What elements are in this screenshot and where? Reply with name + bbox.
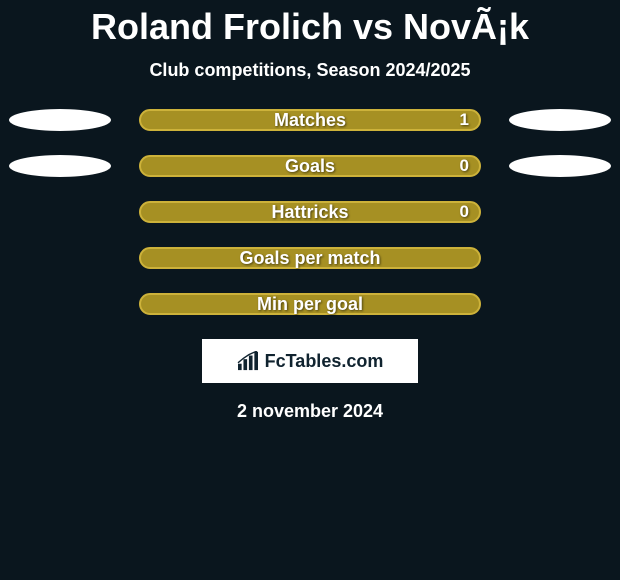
comparison-card: Roland Frolich vs NovÃ¡k Club competitio… bbox=[0, 0, 620, 422]
stat-label: Min per goal bbox=[257, 294, 363, 315]
stat-bar-wrap: Goals 0 bbox=[139, 155, 481, 177]
stat-label: Goals per match bbox=[239, 248, 380, 269]
right-ellipse bbox=[509, 109, 611, 131]
stat-label: Matches bbox=[274, 110, 346, 131]
stat-bar-wrap: Goals per match bbox=[139, 247, 481, 269]
left-ellipse bbox=[9, 155, 111, 177]
bar-chart-icon bbox=[237, 351, 259, 371]
stat-bar: Matches 1 bbox=[139, 109, 481, 131]
stat-row: Goals per match bbox=[0, 247, 620, 269]
stat-bar: Goals 0 bbox=[139, 155, 481, 177]
right-ellipse bbox=[509, 155, 611, 177]
stat-value: 0 bbox=[460, 202, 469, 222]
stat-row: Matches 1 bbox=[0, 109, 620, 131]
stats-rows: Matches 1 Goals 0 Hattricks 0 Goals per match M… bbox=[0, 109, 620, 315]
page-title: Roland Frolich vs NovÃ¡k bbox=[91, 6, 529, 48]
stat-bar-wrap: Hattricks 0 bbox=[139, 201, 481, 223]
stat-label: Hattricks bbox=[271, 202, 348, 223]
stat-value: 0 bbox=[460, 156, 469, 176]
logo-text: FcTables.com bbox=[265, 351, 384, 372]
logo-box[interactable]: FcTables.com bbox=[202, 339, 418, 383]
stat-label: Goals bbox=[285, 156, 335, 177]
stat-bar: Goals per match bbox=[139, 247, 481, 269]
stat-bar-wrap: Min per goal bbox=[139, 293, 481, 315]
stat-bar: Hattricks 0 bbox=[139, 201, 481, 223]
stat-row: Goals 0 bbox=[0, 155, 620, 177]
left-ellipse bbox=[9, 109, 111, 131]
subtitle: Club competitions, Season 2024/2025 bbox=[149, 60, 470, 81]
date-text: 2 november 2024 bbox=[237, 401, 383, 422]
stat-row: Hattricks 0 bbox=[0, 201, 620, 223]
stat-value: 1 bbox=[460, 110, 469, 130]
stat-bar-wrap: Matches 1 bbox=[139, 109, 481, 131]
stat-bar: Min per goal bbox=[139, 293, 481, 315]
stat-row: Min per goal bbox=[0, 293, 620, 315]
